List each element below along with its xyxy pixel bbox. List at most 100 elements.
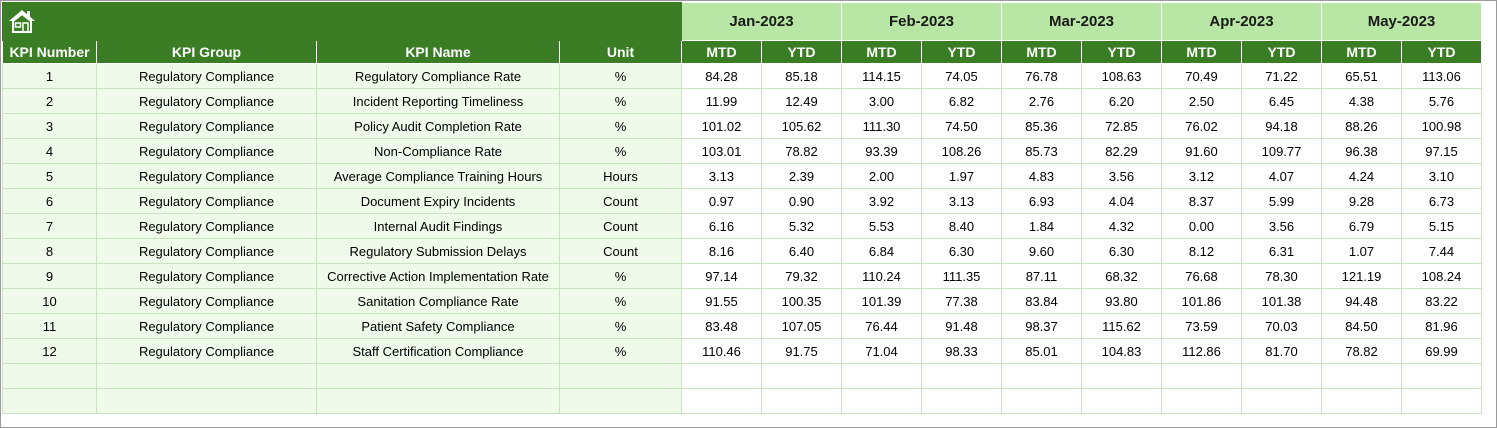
kpi-number-cell[interactable]: 2 — [2, 88, 97, 114]
unit-cell[interactable]: Count — [559, 238, 682, 264]
kpi-group-cell[interactable]: Regulatory Compliance — [96, 63, 317, 89]
ytd-value-cell[interactable]: 113.06 — [1401, 63, 1482, 89]
ytd-value-cell[interactable]: 108.24 — [1401, 263, 1482, 289]
ytd-value-cell[interactable]: 78.30 — [1241, 263, 1322, 289]
kpi-group-cell[interactable]: Regulatory Compliance — [96, 88, 317, 114]
mtd-value-cell[interactable]: 110.24 — [841, 263, 922, 289]
kpi-group-cell[interactable]: Regulatory Compliance — [96, 313, 317, 339]
ytd-value-cell[interactable]: 77.38 — [921, 288, 1002, 314]
ytd-value-cell[interactable]: 79.32 — [761, 263, 842, 289]
kpi-group-cell[interactable]: Regulatory Compliance — [96, 288, 317, 314]
kpi-group-cell[interactable]: Regulatory Compliance — [96, 213, 317, 239]
mtd-value-cell[interactable]: 101.02 — [681, 113, 762, 139]
ytd-value-cell[interactable] — [921, 388, 1002, 414]
ytd-value-cell[interactable]: 78.82 — [761, 138, 842, 164]
mtd-value-cell[interactable] — [1321, 388, 1402, 414]
mtd-value-cell[interactable]: 93.39 — [841, 138, 922, 164]
mtd-value-cell[interactable]: 91.60 — [1161, 138, 1242, 164]
kpi-name-cell[interactable]: Sanitation Compliance Rate — [316, 288, 560, 314]
ytd-value-cell[interactable]: 3.56 — [1081, 163, 1162, 189]
mtd-value-cell[interactable]: 85.36 — [1001, 113, 1082, 139]
kpi-name-cell[interactable]: Policy Audit Completion Rate — [316, 113, 560, 139]
ytd-value-cell[interactable]: 6.20 — [1081, 88, 1162, 114]
ytd-value-cell[interactable] — [1401, 388, 1482, 414]
mtd-value-cell[interactable]: 6.84 — [841, 238, 922, 264]
mtd-value-cell[interactable] — [681, 363, 762, 389]
mtd-value-cell[interactable] — [841, 363, 922, 389]
mtd-value-cell[interactable]: 8.12 — [1161, 238, 1242, 264]
kpi-group-cell[interactable] — [96, 388, 317, 414]
mtd-value-cell[interactable] — [1001, 363, 1082, 389]
ytd-value-cell[interactable]: 81.70 — [1241, 338, 1322, 364]
kpi-number-cell[interactable]: 9 — [2, 263, 97, 289]
kpi-group-cell[interactable]: Regulatory Compliance — [96, 238, 317, 264]
unit-cell[interactable]: % — [559, 88, 682, 114]
ytd-value-cell[interactable]: 5.99 — [1241, 188, 1322, 214]
mtd-value-cell[interactable]: 9.28 — [1321, 188, 1402, 214]
kpi-name-cell[interactable]: Document Expiry Incidents — [316, 188, 560, 214]
unit-cell[interactable]: % — [559, 138, 682, 164]
unit-cell[interactable]: % — [559, 113, 682, 139]
mtd-value-cell[interactable]: 97.14 — [681, 263, 762, 289]
unit-cell[interactable] — [559, 363, 682, 389]
kpi-group-cell[interactable]: Regulatory Compliance — [96, 338, 317, 364]
mtd-value-cell[interactable] — [1161, 388, 1242, 414]
mtd-value-cell[interactable]: 98.37 — [1001, 313, 1082, 339]
mtd-value-cell[interactable] — [841, 388, 922, 414]
ytd-value-cell[interactable]: 107.05 — [761, 313, 842, 339]
kpi-group-cell[interactable]: Regulatory Compliance — [96, 138, 317, 164]
ytd-value-cell[interactable]: 115.62 — [1081, 313, 1162, 339]
kpi-group-cell[interactable]: Regulatory Compliance — [96, 188, 317, 214]
mtd-value-cell[interactable]: 71.04 — [841, 338, 922, 364]
ytd-value-cell[interactable] — [1081, 363, 1162, 389]
unit-cell[interactable]: % — [559, 63, 682, 89]
ytd-value-cell[interactable]: 93.80 — [1081, 288, 1162, 314]
unit-cell[interactable]: Hours — [559, 163, 682, 189]
ytd-value-cell[interactable]: 6.30 — [1081, 238, 1162, 264]
kpi-name-cell[interactable]: Regulatory Submission Delays — [316, 238, 560, 264]
mtd-value-cell[interactable]: 6.16 — [681, 213, 762, 239]
kpi-number-cell[interactable]: 1 — [2, 63, 97, 89]
mtd-value-cell[interactable]: 1.07 — [1321, 238, 1402, 264]
unit-cell[interactable]: % — [559, 338, 682, 364]
ytd-value-cell[interactable]: 83.22 — [1401, 288, 1482, 314]
kpi-name-cell[interactable]: Non-Compliance Rate — [316, 138, 560, 164]
mtd-value-cell[interactable]: 8.16 — [681, 238, 762, 264]
ytd-value-cell[interactable]: 94.18 — [1241, 113, 1322, 139]
mtd-value-cell[interactable]: 94.48 — [1321, 288, 1402, 314]
mtd-value-cell[interactable]: 112.86 — [1161, 338, 1242, 364]
mtd-value-cell[interactable]: 5.53 — [841, 213, 922, 239]
mtd-value-cell[interactable]: 3.13 — [681, 163, 762, 189]
unit-cell[interactable]: % — [559, 288, 682, 314]
kpi-number-cell[interactable]: 3 — [2, 113, 97, 139]
ytd-value-cell[interactable]: 6.45 — [1241, 88, 1322, 114]
ytd-value-cell[interactable]: 74.50 — [921, 113, 1002, 139]
mtd-value-cell[interactable]: 11.99 — [681, 88, 762, 114]
mtd-value-cell[interactable]: 88.26 — [1321, 113, 1402, 139]
mtd-value-cell[interactable]: 101.86 — [1161, 288, 1242, 314]
mtd-value-cell[interactable] — [681, 388, 762, 414]
ytd-value-cell[interactable]: 3.10 — [1401, 163, 1482, 189]
ytd-value-cell[interactable]: 82.29 — [1081, 138, 1162, 164]
ytd-value-cell[interactable]: 6.73 — [1401, 188, 1482, 214]
mtd-value-cell[interactable]: 0.00 — [1161, 213, 1242, 239]
mtd-value-cell[interactable]: 87.11 — [1001, 263, 1082, 289]
kpi-group-cell[interactable]: Regulatory Compliance — [96, 263, 317, 289]
mtd-value-cell[interactable]: 96.38 — [1321, 138, 1402, 164]
unit-cell[interactable]: Count — [559, 213, 682, 239]
ytd-value-cell[interactable] — [761, 388, 842, 414]
ytd-value-cell[interactable]: 6.82 — [921, 88, 1002, 114]
kpi-name-cell[interactable]: Patient Safety Compliance — [316, 313, 560, 339]
kpi-name-cell[interactable] — [316, 388, 560, 414]
kpi-name-cell[interactable]: Corrective Action Implementation Rate — [316, 263, 560, 289]
mtd-value-cell[interactable]: 110.46 — [681, 338, 762, 364]
ytd-value-cell[interactable] — [1401, 363, 1482, 389]
ytd-value-cell[interactable] — [761, 363, 842, 389]
mtd-value-cell[interactable]: 2.76 — [1001, 88, 1082, 114]
ytd-value-cell[interactable]: 108.63 — [1081, 63, 1162, 89]
ytd-value-cell[interactable]: 5.76 — [1401, 88, 1482, 114]
ytd-value-cell[interactable]: 69.99 — [1401, 338, 1482, 364]
mtd-value-cell[interactable]: 84.28 — [681, 63, 762, 89]
mtd-value-cell[interactable]: 78.82 — [1321, 338, 1402, 364]
kpi-number-cell[interactable]: 4 — [2, 138, 97, 164]
